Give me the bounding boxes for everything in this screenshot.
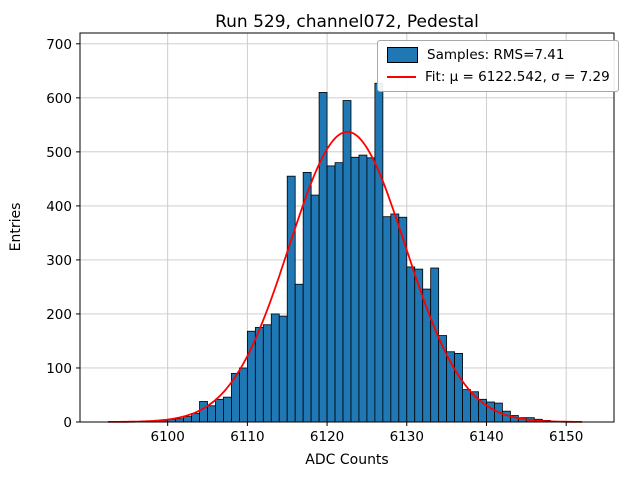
histogram-bar [454,352,463,423]
histogram-bar [286,175,296,423]
y-tick-label: 500 [46,145,72,161]
y-tick-label: 600 [46,91,72,107]
y-tick-label: 200 [46,307,72,323]
histogram-bar [326,165,336,423]
histogram-bar [302,171,312,423]
histogram-bar [358,154,368,423]
histogram-bar [390,213,400,423]
histogram-bar [342,100,352,423]
x-tick-label: 6140 [469,429,503,445]
histogram-bar [262,324,272,423]
legend-item-fit: Fit: μ = 6122.542, σ = 7.29 [387,69,610,85]
histogram-bar [406,266,416,423]
histogram-bar [430,267,440,423]
histogram-bar [191,412,200,423]
x-axis-label: ADC Counts [305,452,389,468]
histogram-bar [294,283,304,423]
histogram-bar [462,389,471,423]
histogram-bar [382,216,392,423]
histogram-bar [374,82,384,423]
histogram-bar [486,401,495,423]
x-tick-label: 6100 [150,429,184,445]
x-tick-label: 6110 [230,429,264,445]
histogram-bar [278,315,288,423]
histogram-bar [239,367,248,423]
histogram-bar [199,401,208,423]
histogram-swatch-icon [387,47,418,63]
histogram-bar [310,194,320,423]
y-tick-label: 400 [46,199,72,215]
y-tick-label: 300 [46,253,72,269]
legend-item-samples: Samples: RMS=7.41 [387,47,609,63]
x-tick-label: 6120 [310,429,344,445]
y-axis-label: Entries [8,202,24,252]
fit-line-swatch-icon [387,76,416,78]
y-tick-label: 0 [63,415,72,431]
legend-fit-label: Fit: μ = 6122.542, σ = 7.29 [425,69,610,85]
y-tick-label: 100 [46,361,72,377]
fit-curve [107,131,583,423]
histogram-bar [183,416,192,423]
legend: Samples: RMS=7.41 Fit: μ = 6122.542, σ =… [377,40,619,92]
histogram-bar [254,327,264,423]
chart-title: Run 529, channel072, Pedestal [215,12,479,32]
histogram-bar [366,157,376,423]
x-tick-label: 6130 [390,429,424,445]
y-tick-label: 700 [46,37,72,53]
histogram-bar [223,396,232,423]
histogram-bar [246,330,256,423]
histogram-bar [318,92,328,423]
histogram-bar [350,156,360,423]
histogram-bar [270,313,280,423]
histogram-bar [207,405,216,423]
x-tick-label: 6150 [549,429,583,445]
legend-samples-label: Samples: RMS=7.41 [427,47,565,63]
plot-border [79,32,615,423]
histogram-bar [215,398,224,423]
histogram-bar [334,162,344,423]
